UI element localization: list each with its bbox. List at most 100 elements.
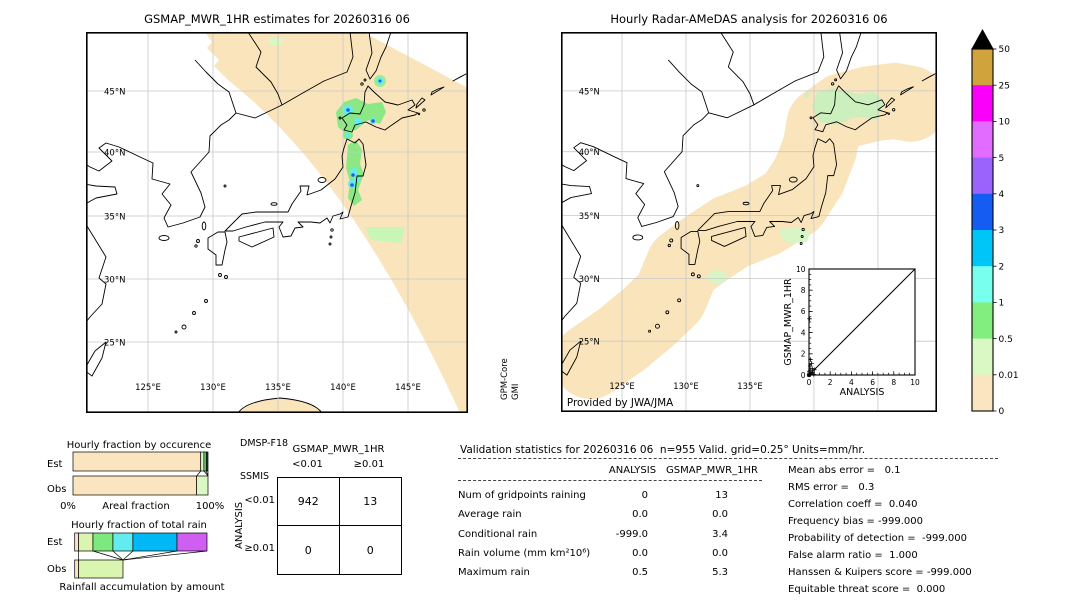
dashed-rule-top	[458, 458, 998, 459]
inset-x-tick-label: 2	[828, 378, 833, 387]
lon-label: 130°E	[200, 383, 226, 393]
contingency-row-label-2: ≥0.01	[244, 543, 275, 554]
inset-x-tick-label: 4	[849, 378, 854, 387]
contingency-cell-hit-none: 942	[278, 478, 340, 526]
lat-label: 45°N	[579, 86, 600, 96]
colorbar-tick-label: 3	[999, 226, 1005, 236]
gpm-swath-area	[205, 32, 468, 413]
sensor-label-line1: DMSP-F18	[240, 438, 289, 449]
contingency-col-label-1: <0.01	[292, 459, 323, 470]
inset-y-tick-label: 2	[801, 350, 806, 359]
bar-connector	[122, 550, 178, 561]
validation-analysis-value: 0.5	[632, 567, 648, 579]
right-map-title: Hourly Radar-AMeDAS analysis for 2026031…	[610, 12, 888, 26]
inset-y-tick-label: 6	[801, 307, 806, 316]
lon-label: 125°E	[609, 381, 634, 391]
colorbar-segment	[972, 121, 993, 159]
inset-ylabel: GSMAP_MWR_1HR	[783, 278, 794, 366]
colorbar-segment	[972, 49, 993, 86]
right-map-axis-labels: 45°N 40°N 35°N 30°N 25°N 125°E 130°E 135…	[579, 86, 763, 391]
est-bar-segment	[112, 532, 134, 552]
lat-label: 30°N	[579, 274, 600, 284]
inset-border	[808, 268, 916, 376]
metric-line: Correlation coeff = 0.040	[788, 499, 918, 510]
inset-y-tick-label: 0	[801, 371, 806, 380]
occurrence-xmax: 100%	[196, 501, 225, 512]
inset-x-tick-label: 10	[910, 378, 920, 387]
lat-label: 40°N	[579, 147, 600, 157]
colorbar-segment	[972, 302, 993, 340]
validation-row-label: Conditional rain	[458, 528, 538, 540]
swath-label-line2: GMI	[511, 384, 521, 400]
validation-col-analysis: ANALYSIS	[608, 465, 657, 476]
coastlines	[86, 32, 467, 377]
lon-label: 125°E	[135, 383, 161, 393]
colorbar-tick-label: 0	[999, 407, 1005, 417]
validation-analysis-value: -999.0	[615, 528, 648, 540]
validation-analysis-value: 0.0	[632, 509, 648, 521]
lon-label: 140°E	[330, 383, 356, 393]
validation-header: Validation statistics for 20260316 06 n=…	[460, 444, 866, 456]
est-bar-segment	[205, 451, 209, 472]
occurrence-title: Hourly fraction by occurence	[67, 440, 211, 451]
sensor-label-block: DMSP-F18 SSMIS	[240, 416, 288, 504]
colorbar-segment	[972, 230, 993, 267]
validation-gsmap-value: 5.3	[712, 567, 728, 579]
totalrain-caption: Rainfall accumulation by amount	[59, 582, 224, 593]
colorbar: 50 25 10 5 4 3 2 1 0.5 0.01 0	[971, 28, 1019, 417]
occurrence-xmin: 0%	[60, 501, 76, 512]
left-map: 45°N 40°N 35°N 30°N 25°N 125°E 130°E 135…	[86, 32, 468, 413]
colorbar-tick-label: 2	[999, 262, 1005, 272]
colorbar-segment	[972, 266, 993, 303]
colorbar-tick-label: 4	[999, 190, 1005, 200]
metric-line: Equitable threat score = 0.000	[788, 584, 946, 595]
one-to-one-line	[808, 268, 916, 376]
occurrence-est-label: Est	[47, 459, 63, 470]
colorbar-tick-label: 5	[999, 154, 1005, 164]
validation-row-label: Rain volume (mm km²10⁶)	[458, 547, 591, 559]
est-bar-segment	[72, 451, 202, 472]
inset-x-tick-label: 0	[807, 378, 812, 387]
metric-line: Mean abs error = 0.1	[788, 465, 901, 476]
swath-label-block: GPM-Core GMI	[500, 358, 521, 400]
contingency-cell-false: 13	[339, 478, 401, 526]
left-map-axis-labels: 45°N 40°N 35°N 30°N 25°N 125°E 130°E 135…	[104, 88, 421, 394]
obs-bar-segment	[72, 475, 198, 496]
colorbar-tick-label: 0.01	[999, 371, 1019, 381]
est-bar-segment	[78, 532, 94, 552]
lat-label: 25°N	[104, 339, 125, 349]
contingency-table: 942 13 0 0	[277, 477, 402, 575]
colorbar-segments	[972, 49, 993, 412]
validation-gsmap-value: 0.0	[712, 509, 728, 521]
bar-connector	[112, 550, 124, 561]
colorbar-tick-label: 10	[999, 118, 1011, 128]
skill-metrics-block: Mean abs error = 0.1 RMS error = 0.3 Corre…	[788, 462, 1078, 598]
colorbar-tick-label: 25	[999, 81, 1010, 91]
totalrain-title: Hourly fraction of total rain	[71, 520, 207, 531]
lat-label: 25°N	[579, 337, 600, 347]
validation-row: Rain volume (mm km²10⁶) 0.0 0.0	[458, 544, 768, 563]
colorbar-segment	[972, 157, 993, 195]
colorbar-tick-labels: 50 25 10 5 4 3 2 1 0.5 0.01 0	[993, 45, 1019, 417]
colorbar-tick-label: 50	[999, 45, 1011, 55]
inset-xlabel: ANALYSIS	[840, 387, 885, 398]
metric-line: Frequency bias = -999.000	[788, 516, 923, 527]
contingency-cell-hit: 0	[366, 543, 374, 557]
colorbar-segment	[972, 338, 993, 376]
left-map-rain-cells	[270, 38, 405, 243]
validation-gsmap-value: 3.4	[712, 528, 728, 540]
bar-connector	[203, 470, 209, 477]
colorbar-tick-label: 1	[999, 299, 1005, 309]
validation-gsmap-value: 0.0	[712, 547, 728, 559]
totalrain-bars	[74, 532, 208, 579]
validation-row: Maximum rain 0.5 5.3	[458, 563, 768, 582]
lat-label: 45°N	[104, 88, 125, 98]
inset-y-tick-label: 4	[801, 328, 806, 337]
metric-line: Probability of detection = -999.000	[788, 533, 967, 544]
inset-x-tick-label: 6	[870, 378, 875, 387]
contingency-col-group: GSMAP_MWR_1HR	[292, 444, 385, 455]
validation-gsmap-value: 13	[715, 490, 728, 501]
validation-analysis-value: 0.0	[632, 547, 648, 559]
lon-label: 135°E	[737, 381, 762, 391]
est-bar-segment	[200, 451, 205, 472]
